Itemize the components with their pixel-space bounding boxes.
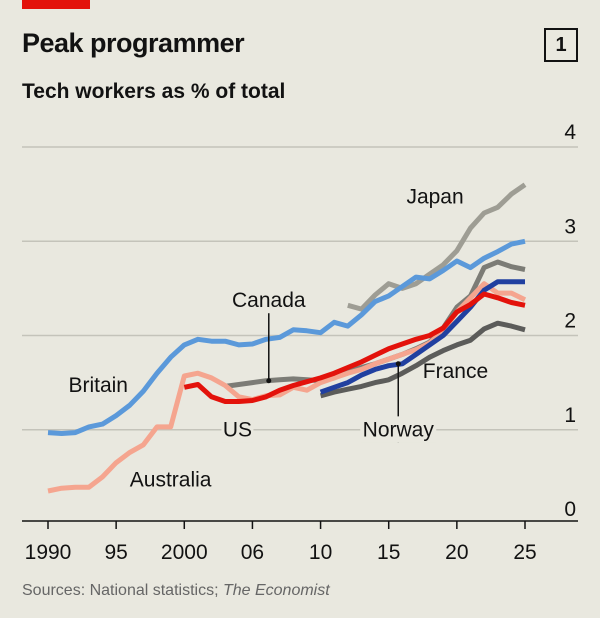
series-label-australia: Australia [130,468,212,491]
x-tick-label: 10 [309,541,332,564]
y-tick-label: 3 [564,215,576,238]
source-note: Sources: National statistics; The Econom… [22,582,330,600]
source-italic: The Economist [222,582,330,599]
series-label-canada: Canada [232,289,306,312]
label-leader-dot [266,378,272,384]
label-leader-dot [395,361,401,367]
series-line-france [319,320,526,399]
series-label-norway: Norway [363,418,435,441]
x-tick-label: 2000 [161,541,208,564]
x-tick-label: 15 [377,541,400,564]
series-line-britain [47,238,526,436]
chart-subtitle: Tech workers as % of total [22,80,286,103]
y-tick-label: 0 [564,498,576,521]
y-tick-label: 1 [564,404,576,427]
y-tick-label: 2 [564,310,576,333]
series-line-norway [319,279,525,395]
series-label-france: France [423,360,488,383]
x-tick-label: 25 [513,541,536,564]
series-line-us [183,291,526,404]
series-label-britain: Britain [68,374,128,397]
series-label-japan: Japan [406,186,463,209]
series-line-japan [347,182,527,312]
x-tick-label: 06 [241,541,264,564]
x-tick-label: 1990 [25,541,72,564]
y-tick-label: 4 [564,121,576,144]
chart-number-badge: 1 [544,28,578,62]
chart-title: Peak programmer [22,28,245,58]
x-tick-label: 20 [445,541,468,564]
x-tick-label: 95 [104,541,127,564]
series-label-us: US [223,418,252,441]
source-text: Sources: National statistics; [22,582,223,599]
brand-red-bar [22,0,90,9]
label-background [360,416,437,443]
label-background [221,416,254,443]
